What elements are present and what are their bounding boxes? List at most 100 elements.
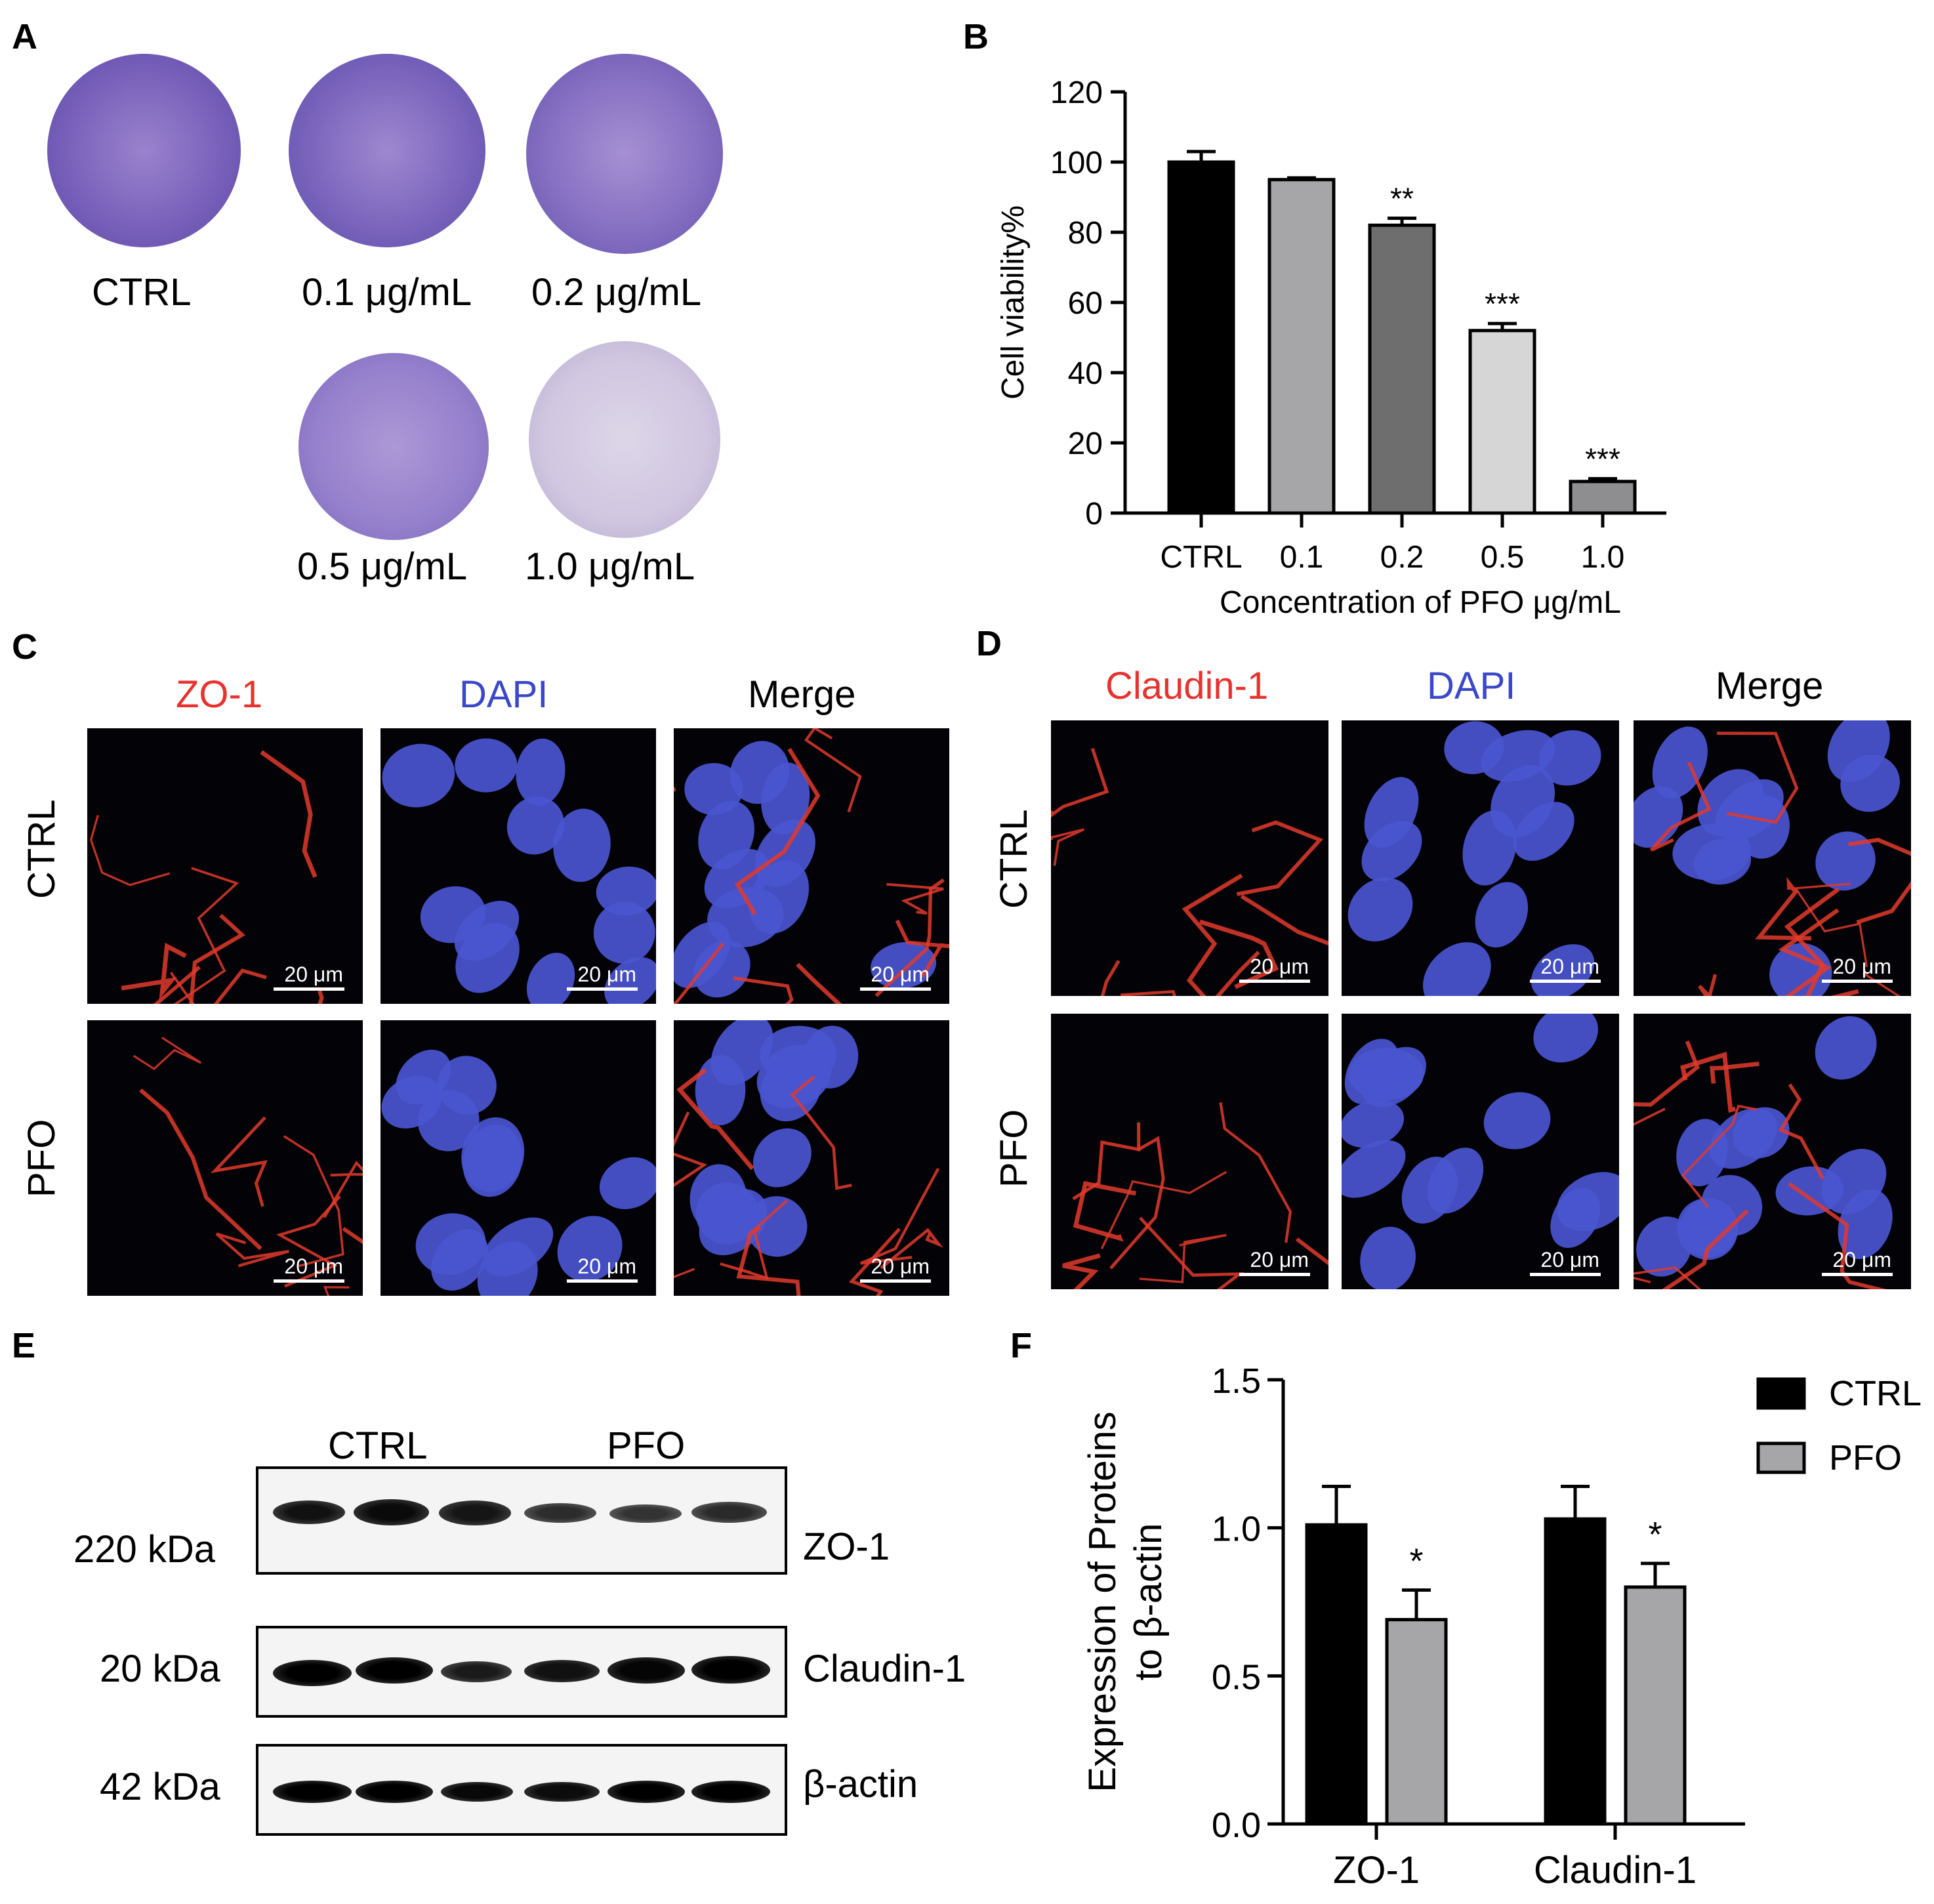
- scale-bar-label: 20 μm: [1250, 1248, 1309, 1272]
- nucleus: [396, 1049, 451, 1105]
- junction-stain: [323, 1161, 363, 1218]
- chart-cell-viability: 0 20 40 60 80 100 120 CTRL 0.1 0.2 ** 0.5 *** 1.0 *** C…: [996, 75, 1666, 620]
- micrograph-zo1-PFO-Merge: 20 μm: [674, 1020, 949, 1296]
- nucleus: [1462, 810, 1517, 886]
- scale-bar: [860, 987, 931, 991]
- junction-stain: [1662, 1209, 1749, 1289]
- dish-ctrl: [47, 54, 241, 247]
- junction-stain: [895, 919, 949, 978]
- junction-stain: [1778, 908, 1840, 996]
- junction-stain: [676, 1068, 754, 1170]
- junction-stain: [848, 1228, 901, 1296]
- nucleus: [1427, 1148, 1484, 1214]
- scale-bar: [1822, 1273, 1893, 1276]
- y-tick-label: 20: [1068, 426, 1103, 461]
- band: [441, 1782, 513, 1802]
- junction-stain: [1199, 919, 1279, 989]
- junction-stain: [215, 1232, 289, 1268]
- nucleus: [1483, 1092, 1551, 1149]
- band: [356, 1781, 433, 1803]
- nucleus: [463, 1125, 523, 1197]
- band: [691, 1502, 767, 1523]
- kda-label-42: 42 kDa: [100, 1766, 220, 1808]
- micrograph-claudin1-PFO-DAPI: 20 μm: [1342, 1014, 1619, 1289]
- junction-stain: [1139, 1216, 1245, 1289]
- junction-stain: [323, 1286, 350, 1296]
- panel-label-f: F: [1010, 1326, 1032, 1365]
- nucleus: [1531, 944, 1595, 996]
- junction-stain: [1680, 1052, 1736, 1113]
- junction-stain: [860, 1167, 940, 1265]
- nucleus: [482, 1217, 554, 1277]
- nucleus: [707, 887, 784, 947]
- junction-stain: [133, 1037, 202, 1071]
- row-label-ctrl-d: CTRL: [993, 809, 1035, 909]
- nucleus: [1733, 1107, 1790, 1159]
- bar-0.2: [1368, 223, 1436, 515]
- junction-stain: [189, 913, 245, 1004]
- junction-stain: [1240, 894, 1328, 946]
- nucleus: [1342, 1140, 1406, 1198]
- junction-stain: [1848, 837, 1911, 924]
- kda-label-20: 20 kDa: [100, 1647, 220, 1690]
- scale-bar-label: 20 μm: [871, 962, 930, 986]
- junction-stain: [1100, 959, 1121, 996]
- junction-stain: [210, 1116, 268, 1207]
- nucleus: [1533, 1014, 1598, 1063]
- y-tick-label: 0.5: [1212, 1657, 1261, 1697]
- y-tick-label: 40: [1068, 356, 1103, 391]
- nucleus: [752, 1128, 812, 1188]
- junction-stain: [674, 942, 725, 1004]
- junction-stain: [1755, 877, 1812, 941]
- y-tick-label: 0: [1085, 497, 1103, 531]
- junction-stain: [1139, 1233, 1227, 1283]
- channel-label-merge: Merge: [748, 673, 856, 716]
- band: [607, 1657, 685, 1684]
- micrograph-zo1-PFO-ZO-1: 20 μm: [87, 1020, 363, 1296]
- band: [354, 1499, 429, 1525]
- scale-bar-label: 20 μm: [1832, 955, 1891, 978]
- nucleus: [674, 921, 731, 989]
- scale-bar: [1822, 980, 1893, 983]
- junction-stain: [213, 968, 267, 1004]
- nucleus: [1348, 877, 1413, 942]
- nucleus: [382, 743, 455, 808]
- junction-stain: [1634, 1107, 1666, 1126]
- junction-stain: [121, 942, 187, 1000]
- scale-bar: [860, 1279, 931, 1283]
- band: [691, 1656, 770, 1684]
- nucleus: [506, 797, 565, 855]
- bar-0.5: [1468, 329, 1536, 515]
- junction-stain: [880, 1228, 943, 1270]
- panel-label-b: B: [963, 17, 989, 56]
- blot-protein-claudin1: Claudin-1: [803, 1647, 966, 1690]
- x-tick-label: 0.5: [1481, 540, 1525, 575]
- junction-stain: [1778, 1083, 1825, 1180]
- nucleus: [1538, 730, 1601, 786]
- nucleus: [557, 1216, 623, 1282]
- nucleus: [415, 1213, 486, 1275]
- y-tick-label: 1.5: [1212, 1361, 1261, 1401]
- junction-stain: [674, 1268, 695, 1279]
- significance-mark: ***: [1585, 442, 1620, 476]
- row-label-ctrl: CTRL: [20, 799, 63, 899]
- nucleus: [1652, 726, 1708, 799]
- nucleus: [1475, 882, 1529, 948]
- scale-bar-label: 20 μm: [1250, 955, 1309, 978]
- junction-stain: [1072, 1122, 1141, 1201]
- junction-stain: [1862, 972, 1901, 996]
- legend-label-CTRL: CTRL: [1829, 1374, 1922, 1413]
- nucleus: [1715, 779, 1784, 840]
- nucleus: [417, 1090, 480, 1151]
- nucleus: [1821, 1149, 1887, 1214]
- band: [607, 1781, 685, 1803]
- band: [524, 1503, 596, 1523]
- junction-stain: [260, 750, 318, 878]
- scale-bar-label: 20 μm: [284, 962, 343, 986]
- band: [273, 1781, 352, 1803]
- nucleus: [1827, 720, 1890, 782]
- scale-bar-label: 20 μm: [577, 1254, 636, 1278]
- nucleus: [1422, 942, 1491, 996]
- micrograph-zo1-PFO-DAPI: 20 μm: [381, 1020, 656, 1296]
- dish-label-1-0: 1.0 μg/mL: [525, 545, 695, 588]
